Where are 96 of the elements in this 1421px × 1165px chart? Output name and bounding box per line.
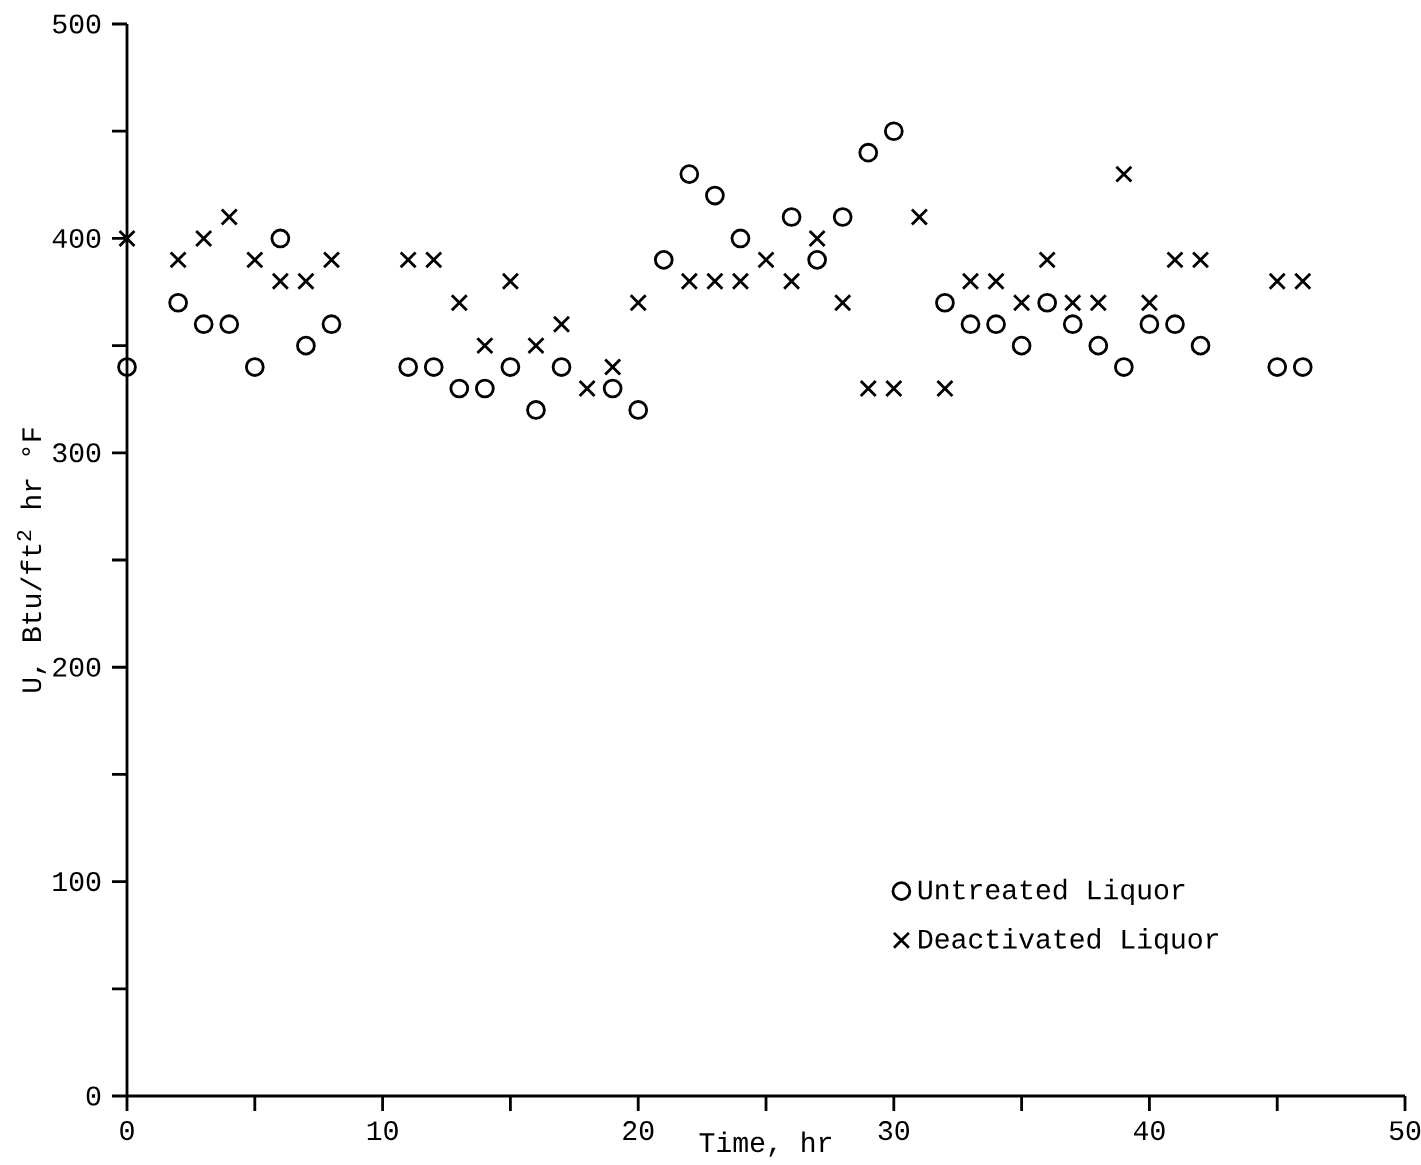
point — [832, 207, 853, 227]
point — [910, 208, 929, 226]
point — [526, 400, 546, 420]
point — [1114, 357, 1134, 377]
point — [194, 229, 213, 248]
point — [603, 358, 622, 376]
x-tick-label: 30 — [878, 1121, 909, 1141]
x-tick-label: 50 — [1389, 1121, 1421, 1141]
point — [705, 185, 725, 206]
point — [322, 250, 341, 269]
point — [730, 228, 751, 249]
point — [424, 250, 443, 269]
y-tick-label: 200 — [53, 657, 101, 677]
point — [1139, 314, 1160, 335]
x-tick-label: 10 — [367, 1121, 398, 1141]
point — [117, 357, 137, 377]
point — [475, 336, 494, 355]
point — [475, 378, 495, 399]
point — [628, 400, 649, 420]
y-axis-title: U, Btu/ft$^{2}$ hr °F — [16, 428, 46, 692]
point — [859, 379, 878, 398]
point — [1063, 293, 1082, 312]
point — [858, 142, 879, 163]
y-tick-label: 300 — [53, 443, 101, 463]
x-axis-title: Time, hr — [699, 1131, 831, 1157]
point — [961, 272, 980, 291]
point — [244, 357, 265, 377]
point — [169, 250, 187, 269]
point — [449, 378, 470, 399]
point — [629, 293, 648, 312]
point — [1140, 293, 1159, 312]
point — [782, 272, 801, 291]
point — [245, 250, 264, 269]
y-tick-label: 100 — [53, 872, 101, 892]
point — [296, 335, 316, 356]
point — [833, 293, 852, 312]
point — [1114, 165, 1133, 183]
point — [1038, 250, 1057, 269]
point — [398, 357, 419, 377]
point — [1089, 293, 1108, 312]
point — [578, 379, 596, 398]
point — [987, 272, 1005, 291]
y-tick-label: 0 — [86, 1086, 101, 1106]
point — [602, 378, 623, 399]
point — [757, 250, 775, 269]
point — [808, 229, 826, 248]
point — [270, 228, 291, 249]
point — [936, 379, 954, 398]
point — [1191, 250, 1210, 269]
point — [1190, 335, 1211, 356]
point — [168, 292, 188, 313]
point — [423, 357, 444, 377]
point — [960, 314, 981, 335]
point — [1011, 335, 1032, 356]
point — [1267, 357, 1288, 377]
point — [501, 272, 520, 291]
point — [219, 314, 240, 335]
point — [527, 336, 545, 355]
point — [781, 207, 802, 227]
point — [321, 314, 342, 335]
point — [551, 357, 572, 377]
legend-label: Untreated Liquor — [918, 878, 1185, 906]
point — [679, 164, 700, 184]
x-tick-label: 0 — [120, 1121, 134, 1141]
point — [884, 379, 903, 398]
point — [193, 314, 214, 335]
point — [1166, 250, 1184, 269]
point — [935, 292, 955, 313]
point — [450, 293, 469, 312]
point — [1268, 272, 1287, 291]
y-tick-label: 400 — [52, 228, 101, 248]
point — [1165, 314, 1185, 335]
point — [731, 272, 750, 291]
point — [706, 272, 724, 291]
point — [500, 357, 521, 377]
point — [680, 272, 699, 291]
x-tick-label: 40 — [1133, 1121, 1165, 1141]
point — [1062, 314, 1083, 335]
point — [807, 250, 827, 270]
y-tick-label: 500 — [53, 14, 101, 34]
point — [118, 229, 136, 248]
point — [1292, 357, 1313, 377]
point — [883, 121, 904, 142]
point — [1088, 335, 1109, 356]
point — [653, 250, 674, 270]
point — [399, 250, 418, 269]
point — [271, 272, 290, 291]
point — [1293, 272, 1312, 291]
legend-label: Deactivated Liquor — [919, 928, 1218, 955]
point — [297, 272, 315, 291]
point — [220, 208, 239, 226]
point — [552, 315, 571, 334]
point — [1012, 293, 1031, 312]
x-tick-label: 20 — [623, 1121, 654, 1141]
point — [1037, 292, 1058, 313]
point — [986, 314, 1006, 335]
